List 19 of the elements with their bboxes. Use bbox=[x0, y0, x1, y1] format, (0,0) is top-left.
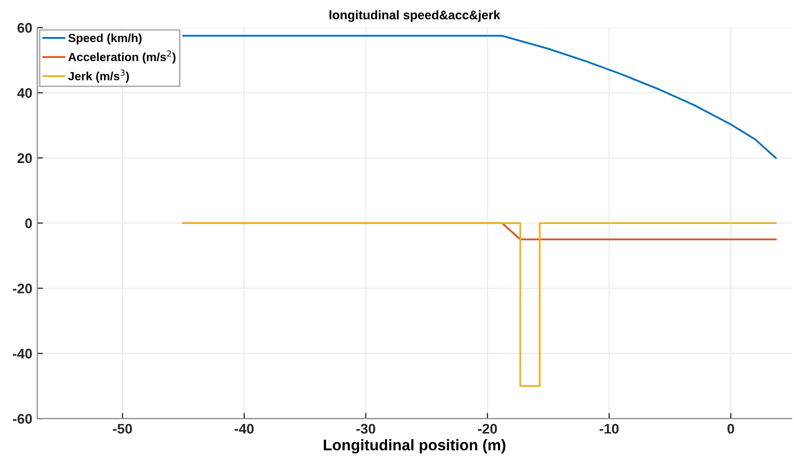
legend-label: Acceleration (m/s$^{2}$) bbox=[68, 50, 176, 64]
x-tick-label: 0 bbox=[727, 424, 734, 434]
y-tick-label: 20 bbox=[17, 153, 32, 164]
x-tick-label: -10 bbox=[600, 424, 619, 434]
legend-label: Speed (km/h) bbox=[68, 34, 142, 45]
x-tick-label: -50 bbox=[112, 424, 132, 434]
y-tick-label: -60 bbox=[12, 414, 32, 424]
x-tick-label: -20 bbox=[478, 424, 497, 434]
x-tick-label: -40 bbox=[234, 424, 254, 434]
y-tick-label: 60 bbox=[18, 22, 32, 33]
y-tick-label: 0 bbox=[25, 218, 32, 228]
x-tick-label: -30 bbox=[356, 424, 376, 434]
y-tick-label: 40 bbox=[17, 88, 32, 98]
chart-title: longitudinal speed&acc&jerk bbox=[330, 10, 500, 22]
x-axis-title: Longitudinal position (m) bbox=[324, 439, 506, 454]
y-tick-label: -20 bbox=[12, 284, 32, 294]
line-series bbox=[182, 34, 777, 159]
legend-label: Jerk (m/s$^{3}$) bbox=[68, 70, 129, 83]
y-tick-label: -40 bbox=[12, 348, 32, 359]
